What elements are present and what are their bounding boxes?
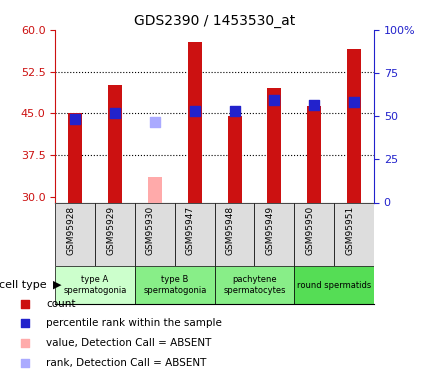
Bar (55, 266, 135, 304)
Bar (227, 116, 241, 202)
Text: GSM95949: GSM95949 (265, 206, 275, 255)
Bar (188, 42, 202, 203)
Text: GSM95930: GSM95930 (146, 206, 155, 255)
Bar (135, 266, 215, 304)
Point (151, 119, 158, 125)
Text: GSM95929: GSM95929 (106, 206, 115, 255)
Text: cell type: cell type (0, 280, 47, 290)
Bar (267, 88, 281, 202)
Bar (108, 84, 122, 203)
Text: percentile rank within the sample: percentile rank within the sample (46, 318, 222, 328)
Point (191, 108, 198, 114)
Point (72, 116, 79, 122)
Bar (148, 177, 162, 203)
Text: round spermatids: round spermatids (297, 280, 371, 290)
Bar (347, 50, 361, 202)
Bar (215, 266, 294, 304)
Text: type B
spermatogonia: type B spermatogonia (143, 275, 207, 295)
Bar (215, 202, 255, 266)
Bar (175, 202, 215, 266)
Bar (294, 202, 334, 266)
Point (112, 111, 119, 117)
Text: rank, Detection Call = ABSENT: rank, Detection Call = ABSENT (46, 358, 207, 368)
Text: type A
spermatogonia: type A spermatogonia (63, 275, 127, 295)
Point (22, 320, 28, 326)
Text: GSM95950: GSM95950 (305, 206, 314, 255)
Point (22, 360, 28, 366)
Title: GDS2390 / 1453530_at: GDS2390 / 1453530_at (134, 13, 295, 28)
Bar (68, 113, 82, 202)
Bar (135, 202, 175, 266)
Text: GSM95947: GSM95947 (186, 206, 195, 255)
Bar (255, 202, 294, 266)
Point (22, 340, 28, 346)
Point (22, 301, 28, 307)
Text: count: count (46, 298, 76, 309)
Bar (95, 202, 135, 266)
Bar (294, 266, 374, 304)
Text: GSM95951: GSM95951 (345, 206, 354, 255)
Text: value, Detection Call = ABSENT: value, Detection Call = ABSENT (46, 338, 211, 348)
Bar (334, 202, 374, 266)
Point (311, 102, 317, 108)
Text: GSM95928: GSM95928 (66, 206, 75, 255)
Text: ▶: ▶ (53, 280, 62, 290)
Point (351, 99, 357, 105)
Text: GSM95948: GSM95948 (226, 206, 235, 255)
Bar (307, 106, 321, 202)
Point (231, 108, 238, 114)
Bar (55, 202, 95, 266)
Point (271, 96, 278, 102)
Text: pachytene
spermatocytes: pachytene spermatocytes (223, 275, 286, 295)
